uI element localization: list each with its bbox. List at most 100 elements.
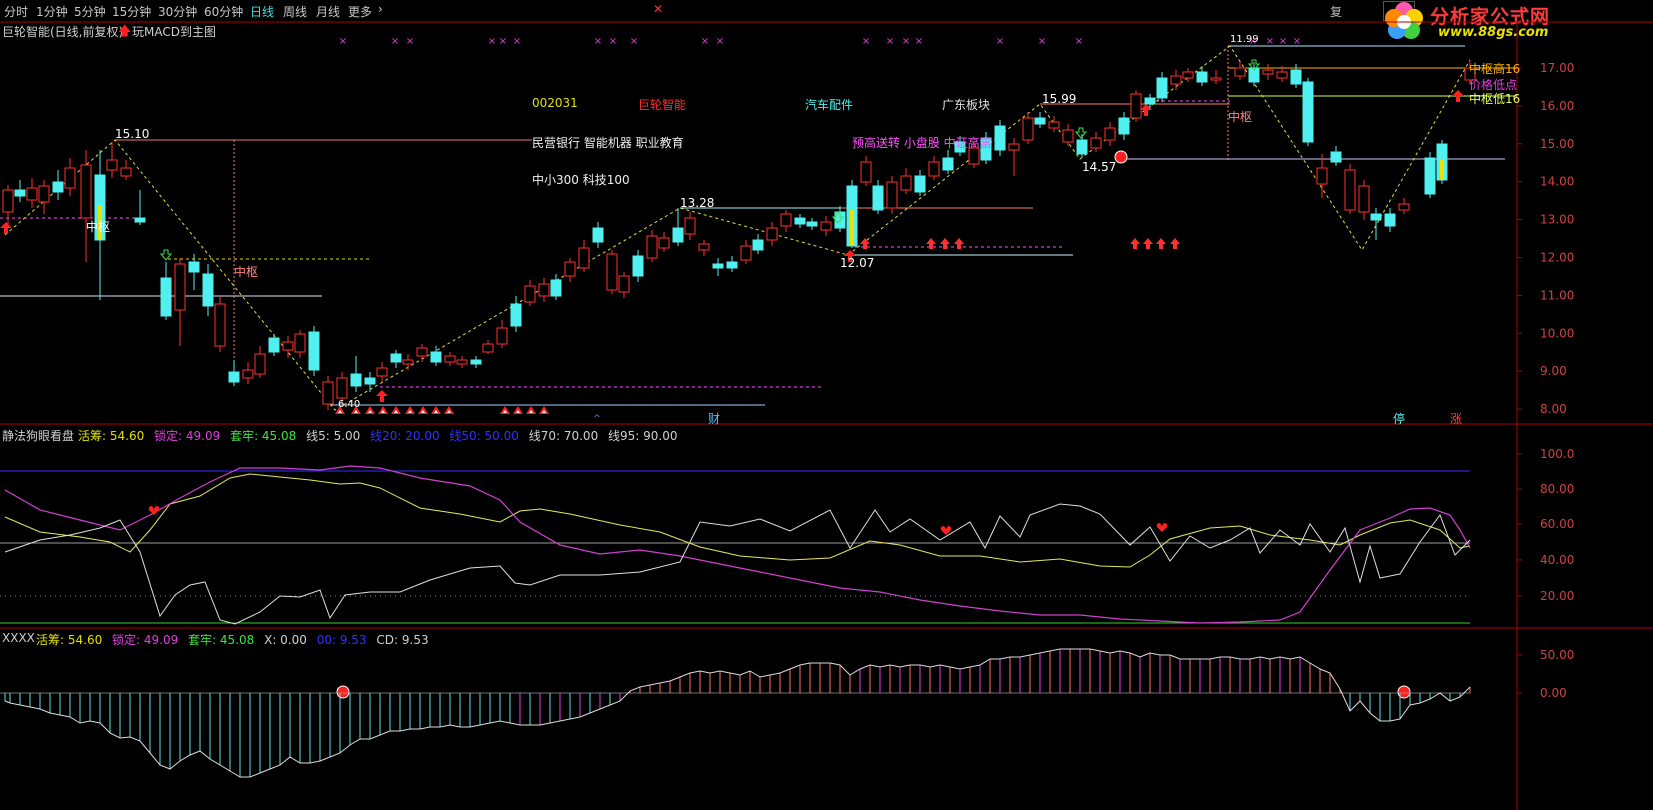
candle-body (322, 381, 334, 405)
signal-x-marker: × (716, 36, 724, 47)
signal-x-marker: × (1279, 36, 1287, 47)
buy-triangle-inner (421, 410, 425, 413)
buy-triangle-inner (354, 410, 358, 413)
candle-body (1182, 71, 1194, 79)
chart-frame (0, 21, 1653, 810)
period-tab-15min[interactable]: 15分钟 (112, 5, 152, 19)
buy-arrow-large (1140, 104, 1152, 116)
chart-subtitle: 巨轮智能(日线,前复权) (2, 25, 124, 39)
signal-x-marker: × (406, 36, 414, 47)
candle-body (740, 245, 752, 261)
candle-body (390, 353, 402, 363)
period-tab-weekly[interactable]: 周线 (283, 5, 308, 19)
candle-body (538, 283, 550, 297)
indicator1-legend: 活筹: 54.60 锁定: 49.09 套牢: 45.08 线5: 5.00 线… (78, 427, 684, 444)
stock-code: 002031 (532, 96, 578, 110)
buy-triangle-inner (529, 410, 533, 413)
macd-toggle-link[interactable]: 玩MACD到主图 (132, 25, 216, 39)
candlestick-series (2, 62, 1476, 410)
candle-body (672, 227, 684, 243)
candle-body (202, 273, 214, 307)
candle-body (282, 341, 294, 351)
candle-body (294, 333, 306, 353)
candle-body (684, 217, 696, 235)
ind1-tick-label: 20.00 (1540, 589, 1574, 603)
close-icon[interactable]: ✕ (653, 2, 664, 16)
period-tab-60min[interactable]: 60分钟 (204, 5, 244, 19)
price-tick-label: 14.00 (1540, 175, 1574, 189)
indicator1-axis: 100.0 80.00 60.00 40.00 20.00 (1517, 447, 1574, 603)
ind2-tick-label: 50.00 (1540, 648, 1574, 662)
stock-concepts-2: 中小300 科技100 (532, 173, 630, 187)
legend-item: 线70: 70.00 (528, 429, 603, 443)
candle-body (980, 137, 992, 161)
restore-button[interactable]: 复 (1330, 5, 1343, 19)
signal-x-marker: × (862, 36, 870, 47)
price-axis: 17.00 16.00 15.00 14.00 13.00 12.00 11.00 10.00… (1517, 61, 1574, 416)
candle-body (376, 367, 388, 377)
period-tab-1min[interactable]: 1分钟 (36, 5, 68, 19)
candle-body (1156, 77, 1168, 99)
legend-item: 活筹: 54.60 (78, 429, 149, 443)
period-tab-30min[interactable]: 30分钟 (158, 5, 198, 19)
signal-x-marker: × (701, 36, 709, 47)
price-tick-label: 17.00 (1540, 61, 1574, 75)
stock-concepts-3: 预高送转 小盘股 中证高富 (852, 136, 992, 150)
candle-body (1262, 69, 1274, 75)
buy-triangle-inner (542, 410, 546, 413)
up-arrow-icon: 🡅 (118, 24, 132, 39)
candle-body (64, 167, 76, 189)
candle-body (618, 275, 630, 293)
period-tab-5min[interactable]: 5分钟 (74, 5, 106, 19)
stock-name: 巨轮智能 (638, 98, 687, 112)
candle-body (794, 217, 806, 225)
candle-body (1196, 71, 1208, 83)
price-label: 14.57 (1082, 160, 1117, 174)
buy-triangle-inner (368, 410, 372, 413)
candle-body (444, 355, 456, 363)
buy-signal-markers: ^ (0, 59, 1464, 699)
heart-marker (148, 506, 160, 515)
period-tab-daily[interactable]: 日线 (250, 5, 275, 19)
chevron-right-icon[interactable]: › (378, 2, 383, 16)
candle-body (416, 347, 428, 357)
candle-body (1130, 93, 1142, 119)
zone-label: 中枢 (1228, 110, 1253, 124)
candle-body (336, 377, 348, 399)
signal-ball (1397, 685, 1411, 699)
indicator1-name[interactable]: 静法狗眼看盘 (2, 429, 75, 443)
candle-body (900, 175, 912, 191)
candle-body (2, 189, 14, 213)
legend-item: 锁定: 49.09 (154, 429, 225, 443)
candle-body (1344, 169, 1356, 211)
finance-badge: 财 (708, 412, 721, 426)
zone-high-label: 中枢高16 (1469, 62, 1521, 76)
signal-x-marker: × (339, 36, 347, 47)
indicator2-histogram (4, 649, 1471, 777)
candle-body (1090, 137, 1102, 149)
candle-body (954, 141, 966, 153)
candle-body (994, 125, 1006, 151)
candle-body (860, 161, 872, 183)
period-tab-fenshi[interactable]: 分时 (4, 5, 29, 19)
candle-body (914, 175, 926, 193)
candle-body (1276, 71, 1288, 79)
candle-body (1290, 69, 1302, 85)
ind1-tick-label: 80.00 (1540, 482, 1574, 496)
indicator2-outline (4, 648, 1471, 778)
period-tab-more[interactable]: 更多 (348, 5, 373, 19)
signal-x-marker: × (902, 36, 910, 47)
candle-body (134, 217, 146, 223)
legend-item: 线50: 50.00 (449, 429, 523, 443)
buy-triangle-inner (408, 410, 412, 413)
zone-label: 中枢 (234, 265, 259, 279)
signal-x-marker: × (594, 36, 602, 47)
indicator2-name[interactable]: XXXX (2, 631, 35, 645)
candle-body (942, 157, 954, 171)
period-tab-monthly[interactable]: 月线 (316, 5, 341, 19)
candle-body (510, 303, 522, 327)
candle-body (364, 377, 376, 385)
logo-url: www.88gs.com (1438, 25, 1549, 40)
signal-x-marker: × (391, 36, 399, 47)
